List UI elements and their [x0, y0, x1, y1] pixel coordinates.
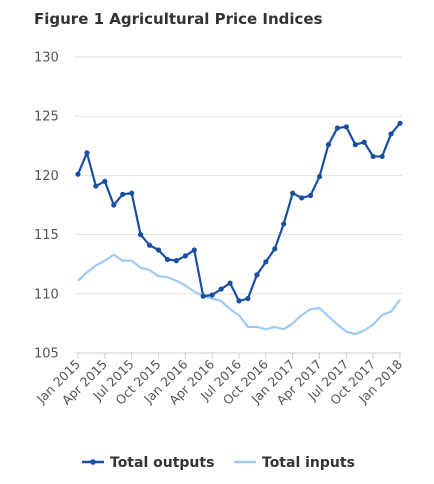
- data-point-total-outputs[interactable]: [370, 153, 376, 160]
- data-point-total-outputs[interactable]: [146, 242, 153, 248]
- series-markers: [75, 120, 403, 304]
- data-point-total-outputs[interactable]: [182, 253, 188, 259]
- data-point-total-outputs[interactable]: [75, 171, 81, 177]
- data-point-total-outputs[interactable]: [111, 202, 117, 208]
- data-point-total-outputs[interactable]: [191, 247, 197, 253]
- legend-marker-total-outputs: [90, 459, 96, 465]
- data-point-total-outputs[interactable]: [361, 139, 367, 145]
- data-point-total-outputs[interactable]: [155, 247, 162, 253]
- data-point-total-outputs[interactable]: [209, 292, 215, 298]
- data-point-total-outputs[interactable]: [138, 232, 144, 238]
- legend-label-total-outputs: Total outputs: [110, 455, 214, 471]
- data-point-total-outputs[interactable]: [397, 120, 403, 126]
- data-point-total-outputs[interactable]: [263, 259, 269, 265]
- data-point-total-outputs[interactable]: [343, 124, 349, 130]
- legend-item-total-inputs[interactable]: Total inputs: [234, 455, 355, 471]
- data-point-total-outputs[interactable]: [325, 142, 332, 148]
- data-point-total-outputs[interactable]: [281, 221, 287, 227]
- y-tick-label: 105: [34, 347, 59, 362]
- y-tick-label: 125: [34, 110, 59, 125]
- data-point-total-outputs[interactable]: [84, 150, 90, 156]
- data-point-total-outputs[interactable]: [388, 131, 394, 137]
- series-line-total-outputs: [76, 122, 401, 302]
- data-point-total-outputs[interactable]: [254, 272, 260, 278]
- y-tick-label: 120: [34, 169, 59, 184]
- data-point-total-outputs[interactable]: [379, 153, 385, 160]
- legend: Total outputs Total inputs: [82, 455, 355, 471]
- y-tick-label: 115: [34, 228, 59, 243]
- legend-label-total-inputs: Total inputs: [262, 455, 355, 471]
- grid-lines: [74, 56, 402, 354]
- data-point-total-outputs[interactable]: [120, 191, 126, 197]
- data-point-total-outputs[interactable]: [299, 195, 305, 201]
- data-point-total-outputs[interactable]: [290, 190, 296, 196]
- data-point-total-outputs[interactable]: [218, 286, 224, 292]
- y-axis-ticks: 105 110 115 120 125 130: [34, 51, 59, 362]
- data-point-total-outputs[interactable]: [173, 258, 179, 264]
- data-point-total-outputs[interactable]: [129, 190, 135, 196]
- data-point-total-outputs[interactable]: [236, 298, 242, 304]
- data-point-total-outputs[interactable]: [245, 295, 251, 302]
- data-point-total-outputs[interactable]: [316, 173, 323, 180]
- y-tick-label: 130: [34, 51, 59, 66]
- data-point-total-outputs[interactable]: [307, 192, 314, 199]
- data-point-total-outputs[interactable]: [334, 125, 340, 131]
- data-point-total-outputs[interactable]: [93, 183, 99, 189]
- data-point-total-outputs[interactable]: [164, 256, 171, 263]
- data-point-total-outputs[interactable]: [200, 293, 206, 299]
- data-point-total-outputs[interactable]: [352, 142, 358, 148]
- legend-item-total-outputs[interactable]: Total outputs: [82, 455, 214, 471]
- y-tick-label: 110: [34, 287, 59, 302]
- series-line-total-inputs: [77, 253, 401, 336]
- chart-title: Figure 1 Agricultural Price Indices: [34, 10, 323, 28]
- data-point-total-outputs[interactable]: [272, 246, 278, 252]
- data-point-total-outputs[interactable]: [102, 178, 108, 184]
- data-point-total-outputs[interactable]: [227, 280, 233, 286]
